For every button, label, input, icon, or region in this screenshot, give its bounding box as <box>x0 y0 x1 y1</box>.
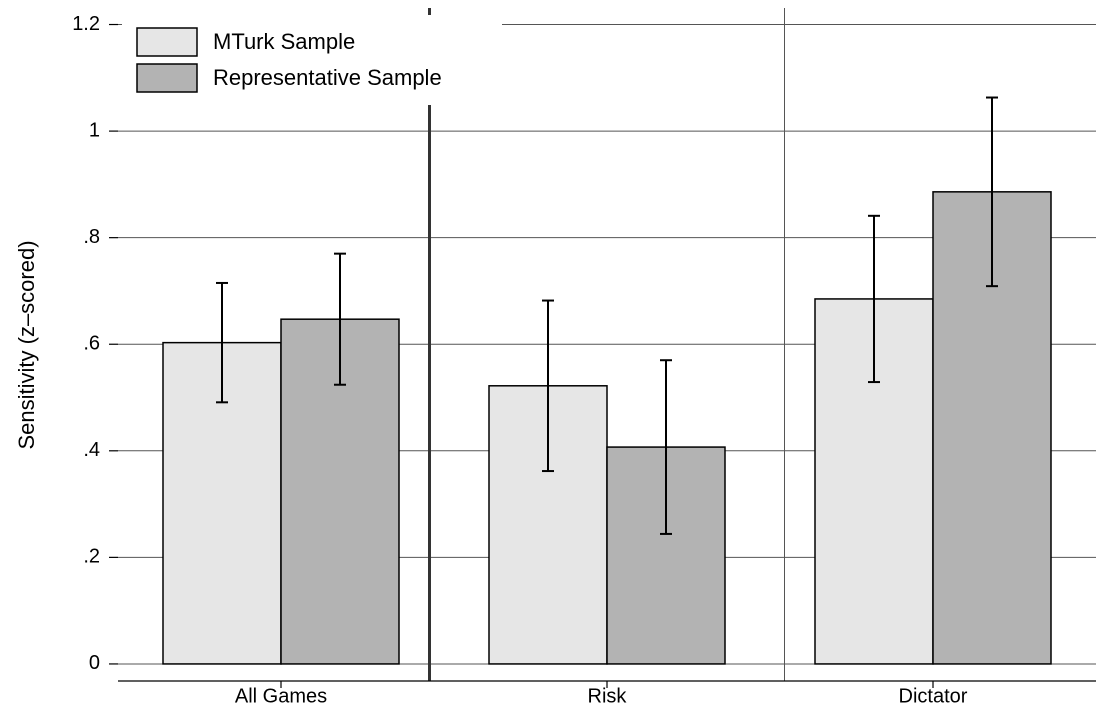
error-bar <box>334 252 346 386</box>
y-tick-label: .6 <box>83 333 100 355</box>
error-bar <box>868 214 880 384</box>
legend: MTurk Sample Representative Sample <box>122 15 502 105</box>
y-axis-label: Sensitivity (z–scored) <box>14 240 39 449</box>
y-tick-label: .2 <box>83 546 100 568</box>
error-bar <box>216 281 228 404</box>
x-tick-label: All Games <box>235 685 327 707</box>
legend-swatch <box>136 27 198 57</box>
error-bar <box>986 96 998 288</box>
legend-label: MTurk Sample <box>213 29 355 54</box>
bar <box>932 191 1052 665</box>
y-tick-label: .4 <box>83 439 100 461</box>
y-tick-label: 0 <box>89 652 100 674</box>
x-tick-label: Dictator <box>899 685 968 707</box>
x-tick-label: Risk <box>588 685 628 707</box>
y-tick-label: .8 <box>83 226 100 248</box>
y-tick-label: 1 <box>89 119 100 141</box>
error-bar <box>660 359 672 535</box>
legend-label: Representative Sample <box>213 65 442 90</box>
legend-swatch <box>136 63 198 93</box>
error-bar <box>542 299 554 473</box>
y-tick-label: 1.2 <box>72 13 100 35</box>
